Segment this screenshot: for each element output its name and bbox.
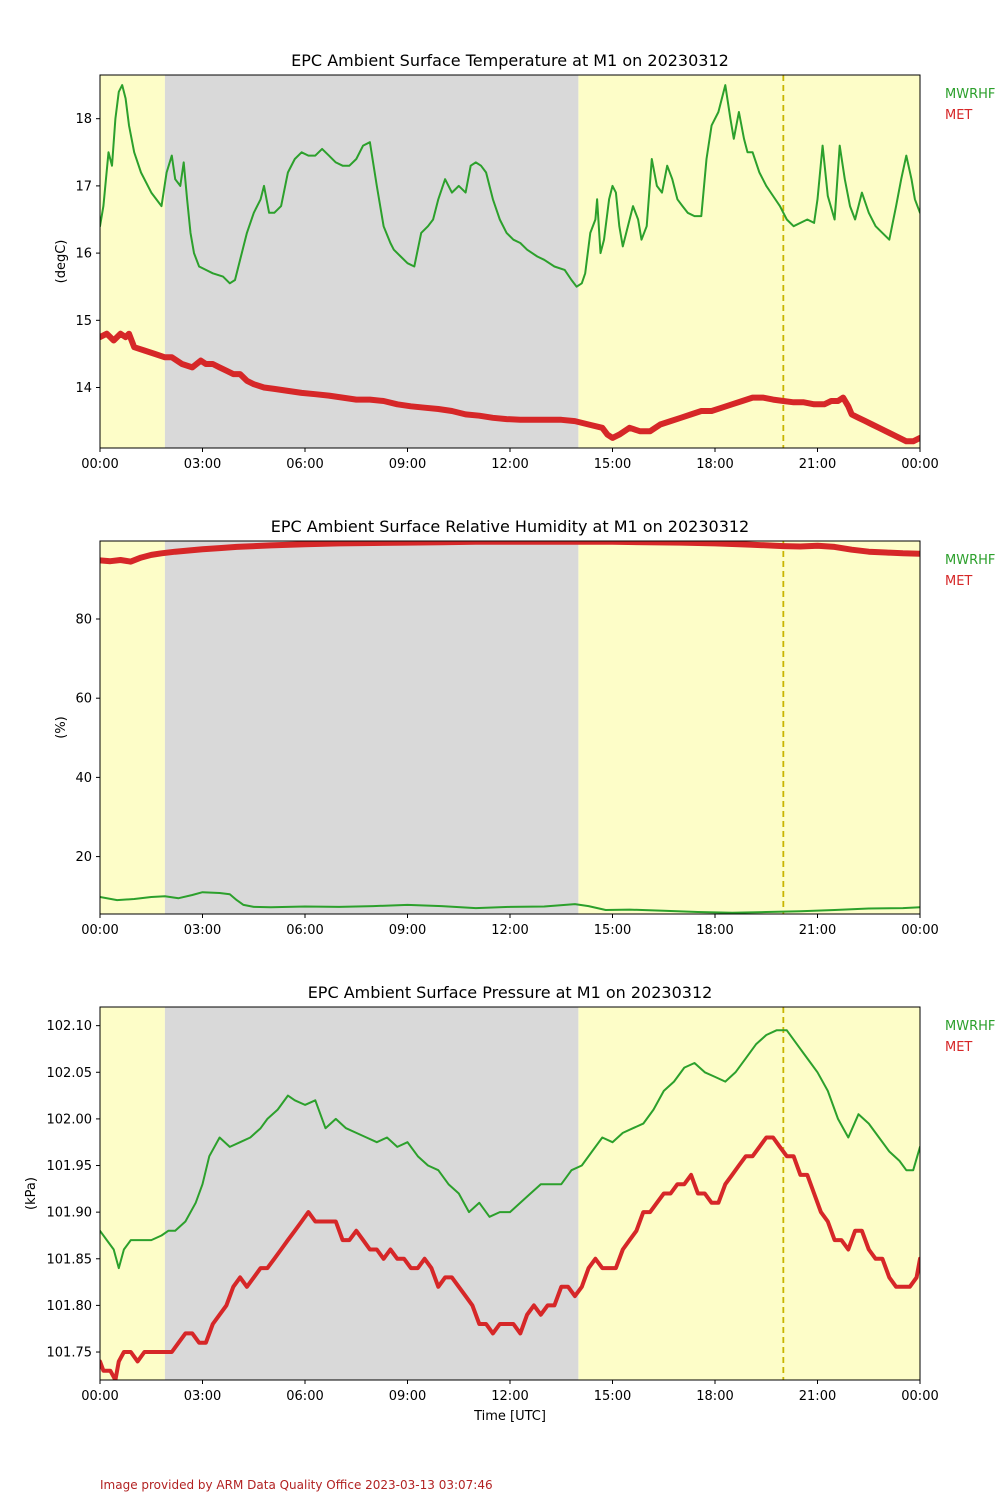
- x-tick-label: 21:00: [799, 457, 836, 472]
- y-tick-label: 102.05: [47, 1066, 93, 1081]
- x-tick-label: 15:00: [594, 923, 631, 938]
- series-line-met: [100, 1135, 920, 1380]
- x-tick-label: 21:00: [799, 1389, 836, 1404]
- y-tick-label: 14: [75, 381, 92, 396]
- x-tick-label: 03:00: [184, 1389, 221, 1404]
- y-tick-label: 101.90: [47, 1206, 93, 1221]
- day-shading: [100, 75, 165, 448]
- x-tick-label: 00:00: [81, 1389, 118, 1404]
- x-tick-label: 06:00: [286, 457, 323, 472]
- series-line-met: [100, 330, 920, 445]
- x-tick-label: 03:00: [184, 457, 221, 472]
- chart-title: EPC Ambient Surface Temperature at M1 on…: [291, 51, 729, 70]
- night-shading: [164, 541, 579, 914]
- chart-title: EPC Ambient Surface Pressure at M1 on 20…: [308, 983, 713, 1002]
- series-group: [100, 1029, 920, 1380]
- x-tick-label: 09:00: [389, 457, 426, 472]
- chart-title: EPC Ambient Surface Relative Humidity at…: [271, 517, 749, 536]
- chart-panel-1: 00:00 03:00 06:00 09:00 12:00 15:00 18:00 21:00…: [54, 517, 995, 938]
- series-line-mwrhf: [100, 84, 920, 288]
- legend-entry-mwrhf: MWRHF: [945, 553, 995, 568]
- chart-panel-2: 00:00 03:00 06:00 09:00 12:00 15:00 18:00 21:00…: [24, 983, 995, 1424]
- x-tick-label: 06:00: [286, 923, 323, 938]
- day-shading: [578, 75, 920, 448]
- legend-entry-mwrhf: MWRHF: [945, 87, 995, 102]
- x-tick-label: 21:00: [799, 923, 836, 938]
- legend-entry-met: MET: [945, 1040, 972, 1055]
- legend-entry-met: MET: [945, 574, 972, 589]
- chart-panel-0: 00:00 03:00 06:00 09:00 12:00 15:00 18:00 21:00…: [54, 51, 995, 472]
- x-tick-label: 15:00: [594, 457, 631, 472]
- y-tick-label: 16: [75, 247, 92, 262]
- legend-entry-mwrhf: MWRHF: [945, 1019, 995, 1034]
- day-shading: [578, 541, 920, 914]
- day-shading: [100, 541, 165, 914]
- x-tick-label: 00:00: [81, 923, 118, 938]
- x-axis-label: Time [UTC]: [473, 1409, 546, 1424]
- series-group: [100, 541, 920, 914]
- x-tick-label: 00:00: [901, 457, 938, 472]
- series-group: [100, 84, 920, 445]
- series-line-mwrhf: [100, 891, 920, 914]
- day-shading: [578, 1007, 920, 1380]
- legend-entry-met: MET: [945, 108, 972, 123]
- x-tick-label: 06:00: [286, 1389, 323, 1404]
- night-shading: [164, 75, 579, 448]
- x-tick-label: 03:00: [184, 923, 221, 938]
- y-tick-label: 102.00: [47, 1112, 93, 1127]
- y-tick-label: 101.75: [47, 1346, 93, 1361]
- y-tick-label: 20: [75, 850, 92, 865]
- y-axis-label: (kPa): [24, 1177, 39, 1210]
- y-tick-label: 101.80: [47, 1299, 93, 1314]
- y-tick-label: 101.85: [47, 1252, 93, 1267]
- x-tick-label: 00:00: [901, 923, 938, 938]
- x-tick-label: 18:00: [696, 457, 733, 472]
- night-shading: [164, 1007, 579, 1380]
- x-tick-label: 12:00: [491, 923, 528, 938]
- y-tick-label: 18: [75, 112, 92, 127]
- x-tick-label: 09:00: [389, 923, 426, 938]
- y-tick-label: 40: [75, 771, 92, 786]
- y-tick-label: 80: [75, 613, 92, 628]
- y-axis-label: (degC): [54, 240, 69, 284]
- x-tick-label: 09:00: [389, 1389, 426, 1404]
- y-tick-label: 17: [75, 179, 92, 194]
- footer-credit: Image provided by ARM Data Quality Offic…: [100, 1478, 493, 1492]
- y-tick-label: 60: [75, 692, 92, 707]
- y-tick-label: 101.95: [47, 1159, 93, 1174]
- x-tick-label: 00:00: [81, 457, 118, 472]
- x-tick-label: 18:00: [696, 923, 733, 938]
- y-tick-label: 15: [75, 314, 92, 329]
- day-shading: [100, 1007, 165, 1380]
- series-line-mwrhf: [100, 1029, 920, 1270]
- x-tick-label: 15:00: [594, 1389, 631, 1404]
- y-tick-label: 102.10: [47, 1019, 93, 1034]
- x-tick-label: 12:00: [491, 457, 528, 472]
- x-tick-label: 18:00: [696, 1389, 733, 1404]
- x-tick-label: 00:00: [901, 1389, 938, 1404]
- x-tick-label: 12:00: [491, 1389, 528, 1404]
- y-axis-label: (%): [54, 716, 69, 739]
- series-line-met: [100, 541, 920, 565]
